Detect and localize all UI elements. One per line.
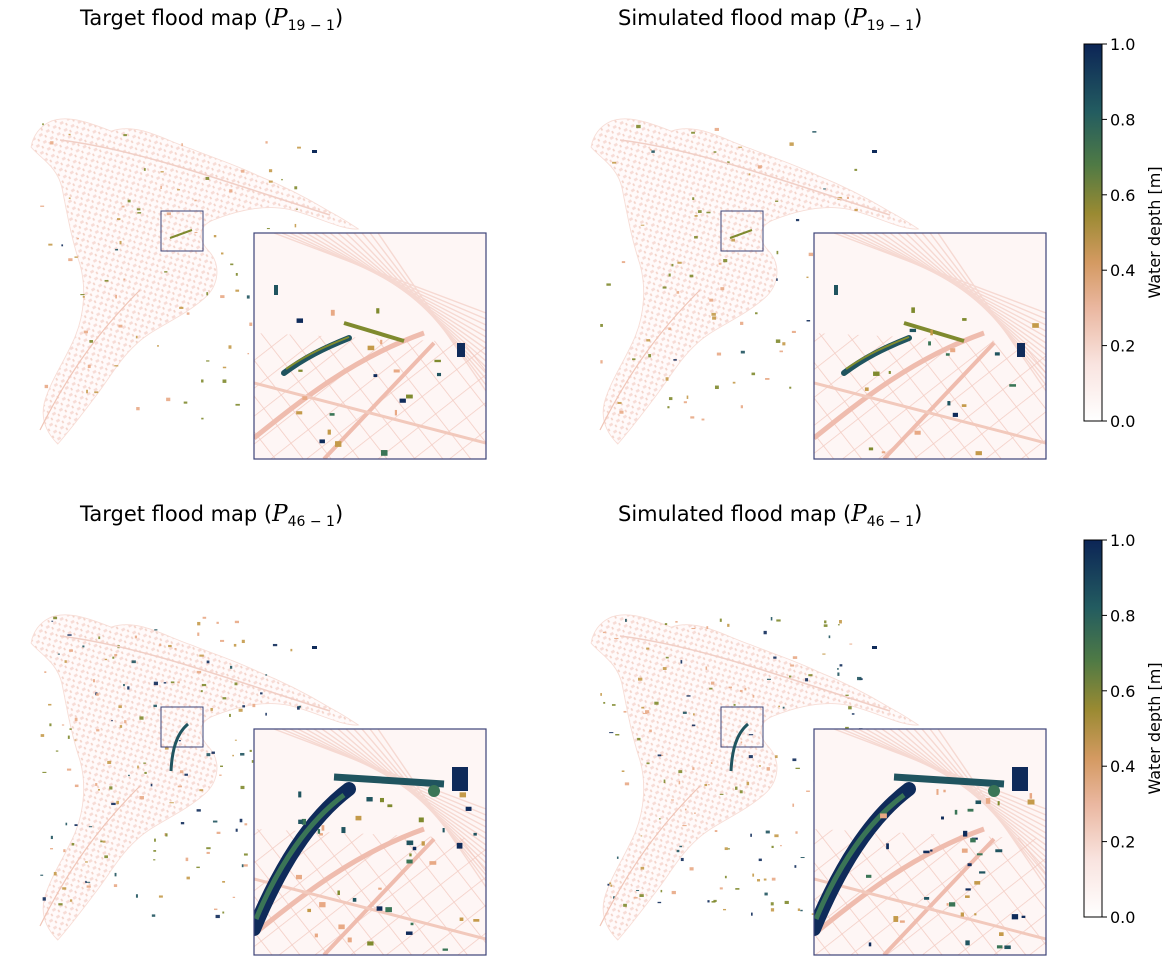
colorbar-label: Water depth [m] (1145, 662, 1162, 794)
colorbar-gradient (1083, 43, 1103, 422)
colorbar-tick-label: 0.8 (1110, 110, 1135, 129)
colorbar-tick-label: 0.0 (1110, 908, 1135, 927)
map-panel-3 (30, 614, 487, 956)
zoom-inset (253, 232, 487, 460)
panel-title-3: Target flood map (P46 − 1) (80, 501, 344, 531)
panel-title-2: Simulated flood map (P19 − 1) (618, 5, 923, 35)
colorbar-tick-label: 1.0 (1110, 531, 1135, 550)
colorbar-tick-label: 1.0 (1110, 35, 1135, 54)
colorbar-2: 0.0 0.2 0.4 0.6 0.8 1.0 Water depth [m] (1083, 531, 1162, 927)
colorbar-tick-label: 0.2 (1110, 337, 1135, 356)
colorbar-tick-label: 0.4 (1110, 757, 1135, 776)
zoom-inset (813, 232, 1047, 460)
colorbar-tick-label: 0.6 (1110, 682, 1135, 701)
overview-box (720, 210, 764, 252)
overview-box (160, 210, 204, 252)
zoom-inset (813, 728, 1047, 956)
panel-title-1: Target flood map (P19 − 1) (80, 5, 344, 35)
overview-box (720, 706, 764, 748)
colorbar-gradient (1083, 539, 1103, 918)
colorbar-1: 0.0 0.2 0.4 0.6 0.8 1.0 Water depth [m] (1083, 35, 1162, 431)
map-panel-4 (590, 614, 1047, 956)
overview-box (160, 706, 204, 748)
colorbar-tick-label: 0.8 (1110, 606, 1135, 625)
colorbar-tick-label: 0.6 (1110, 186, 1135, 205)
colorbar-label: Water depth [m] (1145, 166, 1162, 298)
colorbar-tick-label: 0.4 (1110, 261, 1135, 280)
colorbar-tick-label: 0.0 (1110, 412, 1135, 431)
map-panel-2 (590, 118, 1047, 460)
zoom-inset (253, 728, 487, 956)
panel-title-4: Simulated flood map (P46 − 1) (618, 501, 923, 531)
colorbar-tick-label: 0.2 (1110, 833, 1135, 852)
map-panel-1 (30, 118, 487, 460)
